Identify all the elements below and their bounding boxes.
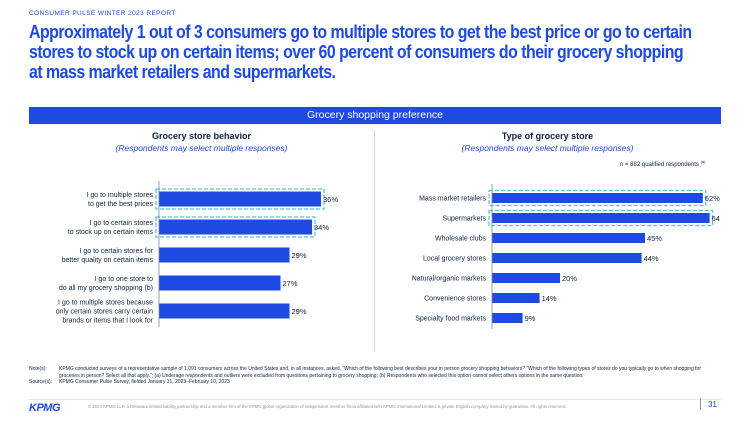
headline-line: at mass market retailers and supermarket… — [29, 61, 336, 82]
source-text: KPMG Consumer Pulse Survey, fielded Janu… — [59, 379, 230, 385]
left-chart-subtitle: (Respondents may select multiple respons… — [115, 143, 288, 153]
headline-line: Approximately 1 out of 3 consumers go to… — [29, 21, 692, 42]
data-label: 14% — [542, 294, 557, 303]
data-label: 45% — [647, 234, 662, 243]
data-label: 29% — [292, 251, 307, 260]
right-chart-title: Type of grocery store — [501, 131, 594, 141]
data-label: 64% — [712, 214, 720, 223]
data-label: 9% — [525, 314, 536, 323]
headline: Approximately 1 out of 3 consumers go to… — [29, 22, 726, 82]
category-label: I go to multiple stores because — [58, 300, 153, 307]
data-label: 27% — [283, 279, 298, 288]
bar — [492, 213, 710, 223]
kpmg-logo: KPMG — [29, 402, 61, 414]
report-header: CONSUMER PULSE WINTER 2023 REPORT — [29, 10, 176, 17]
bar — [492, 193, 703, 203]
right-chart-subtitle: (Respondents may select multiple respons… — [461, 143, 634, 153]
data-label: 20% — [562, 274, 577, 283]
data-label: 36% — [323, 195, 338, 204]
section-banner: Grocery shopping preference — [29, 107, 721, 124]
qualified-note-sup: (a) — [700, 159, 706, 164]
highlight-outline — [155, 216, 316, 238]
category-label: I go to certain stores for — [79, 248, 153, 255]
qualified-respondents-note: n = 882 qualified respondents (a) — [620, 159, 705, 168]
panel-divider — [374, 130, 375, 352]
source-label: Source(s): — [29, 379, 53, 385]
category-label: Specialty food markets — [415, 316, 486, 323]
data-label: 62% — [705, 194, 720, 203]
highlight-outline — [488, 189, 707, 207]
category-label: better quality on certain items — [62, 257, 154, 264]
category-label: Wholesale clubs — [435, 236, 486, 243]
highlight-outline — [155, 188, 325, 210]
data-label: 34% — [314, 223, 329, 232]
bar — [159, 219, 312, 235]
bar — [492, 293, 540, 303]
type-of-grocery-store-chart: 62% Mass market retailers 64% Supermarkets 4… — [412, 184, 720, 329]
bar — [492, 273, 560, 283]
notes-text: KPMG conducted surveys of a representati… — [59, 366, 702, 379]
footer-rule — [29, 399, 721, 400]
bar — [492, 313, 523, 323]
category-label: to get the best prices — [88, 201, 153, 208]
category-label: Natural/organic markets — [412, 276, 487, 283]
category-label: I go to one store to — [95, 276, 153, 283]
data-label: 29% — [292, 307, 307, 316]
data-label: 44% — [644, 254, 659, 263]
bar — [492, 253, 642, 263]
category-label: Local grocery stores — [423, 256, 487, 263]
qualified-note-text: n = 882 qualified respondents — [620, 162, 699, 168]
headline-line: stores to stock up on certain items; ove… — [29, 41, 684, 62]
bar — [159, 303, 290, 319]
category-label: Mass market retailers — [419, 196, 486, 203]
category-label: do all my grocery shopping (b) — [59, 285, 153, 292]
bar — [159, 247, 290, 263]
category-label: to stock up on certain items — [68, 229, 154, 236]
highlight-outline — [488, 209, 714, 227]
category-label: only certain stores carry certain — [56, 309, 153, 316]
category-label: Supermarkets — [442, 216, 486, 223]
category-label: Convenience stores — [424, 296, 486, 303]
bar — [159, 191, 321, 207]
copyright: © 2023 KPMG LLP, a Delaware limited liab… — [88, 404, 567, 409]
page-separator — [700, 398, 701, 410]
grocery-store-behavior-chart: 36% I go to multiple stores to get the bes… — [56, 181, 338, 327]
bar — [159, 275, 281, 291]
category-label: brands or items that I look for — [62, 318, 153, 325]
notes-label: Note(s): — [29, 366, 47, 372]
category-label: I go to multiple stores — [86, 192, 153, 199]
notes-block: Note(s): KPMG conducted surveys of a repr… — [29, 366, 729, 386]
bar — [492, 233, 645, 243]
category-label: I go to certain stores — [90, 220, 154, 227]
page-number: 31 — [708, 400, 717, 409]
left-chart-title: Grocery store behavior — [151, 131, 252, 141]
